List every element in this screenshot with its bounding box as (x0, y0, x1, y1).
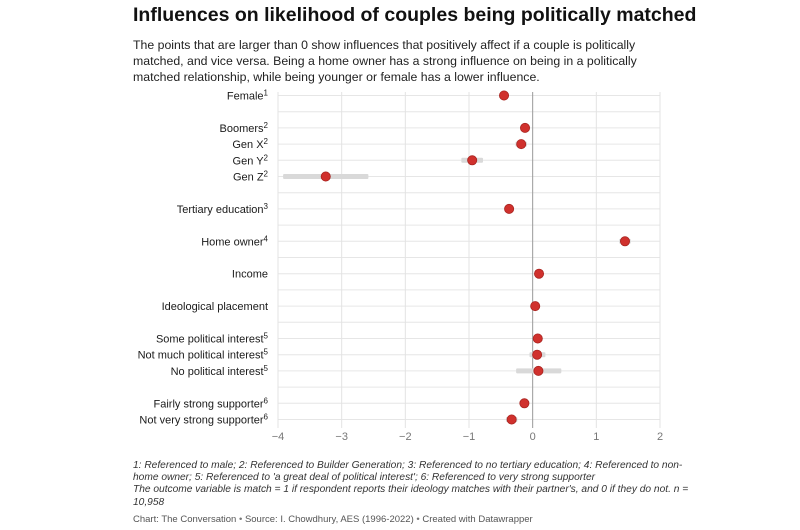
credit-line: Chart: The Conversation • Source: I. Cho… (133, 514, 693, 525)
x-tick-label: 1 (593, 431, 599, 443)
x-tick-label: −1 (463, 431, 476, 443)
data-point (534, 268, 545, 279)
row-label: Female1 (227, 89, 269, 103)
row-label: Home owner4 (201, 234, 268, 248)
data-point (619, 236, 630, 247)
row-label: No political interest5 (171, 364, 269, 378)
x-tick-label: 0 (530, 431, 536, 443)
credit-source: Source: I. Chowdhury, AES (1996-2022) (244, 514, 414, 525)
row-label: Not very strong supporter6 (139, 413, 268, 427)
data-point (516, 139, 527, 150)
x-tick-label: −4 (272, 431, 285, 443)
row-label: Income (232, 269, 268, 281)
data-point (519, 398, 530, 409)
data-point (532, 333, 543, 344)
credit-chart: Chart: The Conversation (133, 514, 237, 525)
chart-title: Influences on likelihood of couples bein… (133, 4, 697, 26)
data-point (532, 349, 543, 360)
row-label: Some political interest5 (156, 332, 269, 346)
credit-separator: • (238, 514, 245, 525)
x-tick-layer: −4 −3 −2 −1 0 1 2 (272, 431, 663, 443)
row-label-layer: Female1 Boomers2 Gen X2 Gen Y2 Gen Z2 Tertiar… (138, 89, 269, 427)
data-point (499, 90, 510, 101)
data-point (533, 365, 544, 376)
data-point (520, 122, 531, 133)
dot-plot: Female1 Boomers2 Gen X2 Gen Y2 Gen Z2 Tertiar… (138, 89, 663, 444)
footnotes: 1: Referenced to male; 2: Referenced to … (133, 460, 693, 509)
x-tick-label: −3 (335, 431, 348, 443)
data-point (504, 203, 515, 214)
footnote-outcome: The outcome variable is match = 1 if res… (133, 484, 689, 508)
x-tick-label: 2 (657, 431, 663, 443)
data-point (320, 171, 331, 182)
row-label: Tertiary education3 (177, 202, 269, 216)
data-point (530, 301, 541, 312)
row-label: Gen Z2 (233, 170, 269, 184)
data-point (467, 155, 478, 166)
row-label: Boomers2 (220, 121, 269, 135)
row-label: Not much political interest5 (138, 348, 269, 362)
x-tick-label: −2 (399, 431, 412, 443)
credit-tool: Created with Datawrapper (422, 514, 533, 525)
data-point (506, 414, 517, 425)
footnote-references: 1: Referenced to male; 2: Referenced to … (133, 460, 683, 484)
row-label: Ideological placement (162, 301, 268, 313)
row-label: Gen Y2 (233, 153, 269, 167)
chart-subtitle: The points that are larger than 0 show i… (133, 38, 637, 84)
row-label: Fairly strong supporter6 (154, 396, 269, 410)
row-label: Gen X2 (232, 137, 268, 151)
grid-layer (277, 92, 661, 428)
credit-separator: • (416, 514, 423, 525)
point-layer (320, 90, 630, 425)
